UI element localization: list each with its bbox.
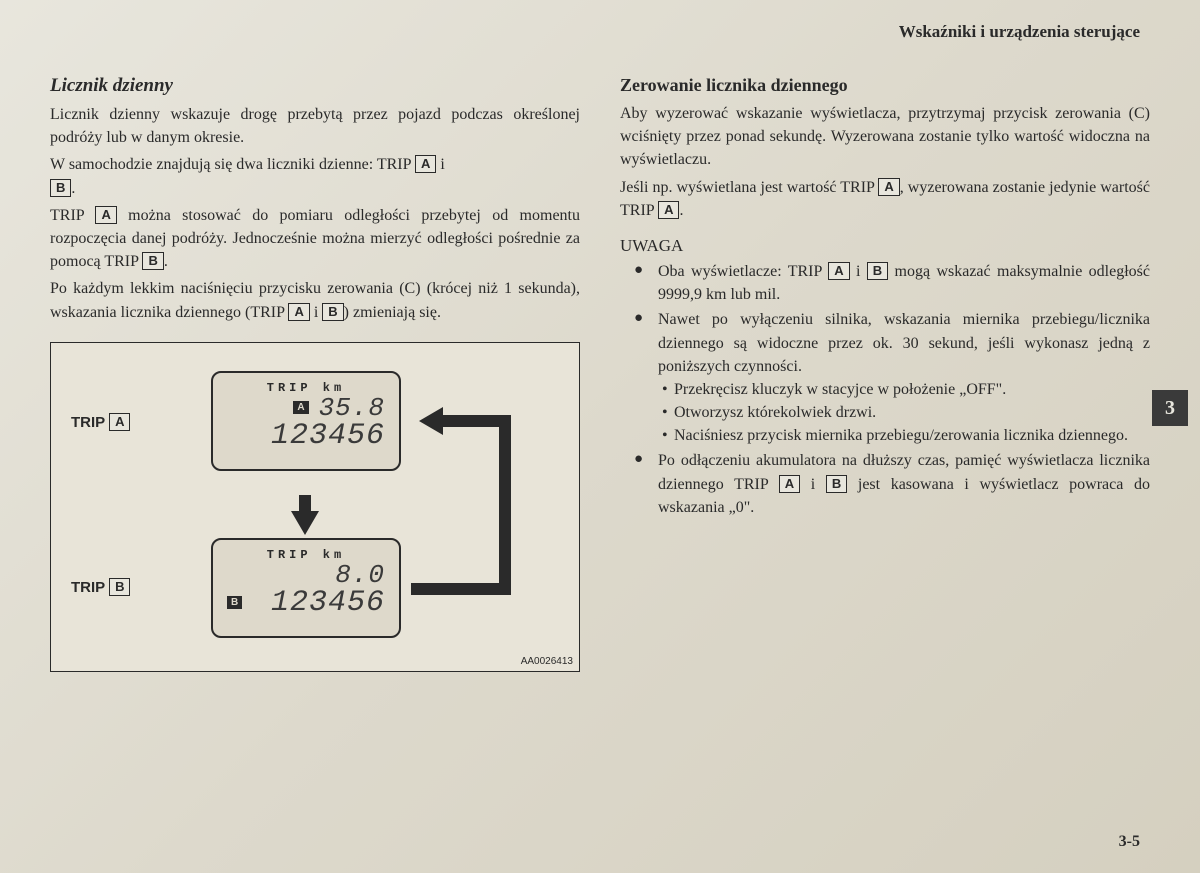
display-b-value: 8.0	[335, 562, 385, 588]
note-subitem: Naciśniesz przycisk miernika przebiegu/z…	[662, 424, 1150, 447]
text: ) zmieniają się.	[344, 304, 441, 321]
display-b: TRIP km 8.0 B 123456	[211, 538, 401, 638]
box-b: B	[826, 475, 847, 493]
left-p2: W samochodzie znajdują się dwa liczniki …	[50, 153, 580, 199]
box-b: B	[50, 179, 71, 197]
text: i	[310, 304, 322, 321]
right-p2: Jeśli np. wyświetlana jest wartość TRIP …	[620, 176, 1150, 222]
text: i	[850, 263, 867, 280]
arrow-down-icon	[291, 511, 319, 535]
box-a: A	[288, 303, 309, 321]
box-b: B	[142, 252, 163, 270]
box-a: A	[779, 475, 800, 493]
display-a-odo: 123456	[227, 421, 385, 451]
text: .	[679, 202, 683, 219]
box-a: A	[415, 155, 436, 173]
text: .	[164, 253, 168, 270]
chapter-tab: 3	[1152, 390, 1188, 426]
text: Nawet po wyłączeniu silnika, wskazania m…	[658, 311, 1150, 374]
box-a: A	[828, 262, 849, 280]
connector	[441, 415, 511, 427]
text: TRIP	[50, 207, 95, 224]
note-list: Oba wyświetlacze: TRIP A i B mogą wskaza…	[620, 260, 1150, 519]
connector	[411, 583, 511, 595]
left-title: Licznik dzienny	[50, 75, 580, 97]
display-a: TRIP km A 35.8 123456	[211, 371, 401, 471]
text: Oba wyświetlacze: TRIP	[658, 263, 828, 280]
text: TRIP	[71, 579, 105, 596]
page-header: Wskaźniki i urządzenia sterujące	[899, 22, 1140, 42]
right-p1: Aby wyzerować wskazanie wyświetlacza, pr…	[620, 102, 1150, 172]
text: Jeśli np. wyświetlana jest wartość TRIP	[620, 179, 878, 196]
connector	[499, 415, 511, 595]
text: i	[800, 476, 826, 493]
right-title: Zerowanie licznika dziennego	[620, 75, 1150, 96]
box-a: A	[658, 201, 679, 219]
left-p1: Licznik dzienny wskazuje drogę przebytą …	[50, 103, 580, 149]
box-a: A	[95, 206, 116, 224]
note-sublist: Przekręcisz kluczyk w stacyjce w położen…	[658, 378, 1150, 448]
display-a-row: A 35.8	[227, 395, 385, 421]
box-b: B	[109, 578, 130, 596]
display-a-value: 35.8	[319, 395, 385, 421]
diagram-label-a: TRIP A	[71, 413, 130, 431]
text: można stosować do pomiaru odległości prz…	[50, 207, 580, 270]
note-item: Nawet po wyłączeniu silnika, wskazania m…	[640, 308, 1150, 447]
left-p3: TRIP A można stosować do pomiaru odległo…	[50, 204, 580, 274]
display-b-letter: B	[227, 596, 242, 609]
page-content: Licznik dzienny Licznik dzienny wskazuje…	[0, 0, 1200, 702]
box-a: A	[109, 413, 130, 431]
text: .	[71, 180, 75, 197]
note-heading: UWAGA	[620, 236, 1150, 256]
left-p4: Po każdym lekkim naciśnięciu przycisku z…	[50, 277, 580, 323]
display-b-row: 8.0	[227, 562, 385, 588]
page-number: 3-5	[1119, 833, 1140, 851]
text: W samochodzie znajdują się dwa liczniki …	[50, 156, 415, 173]
display-a-letter: A	[293, 401, 308, 414]
arrow-left-icon	[419, 407, 443, 435]
box-b: B	[867, 262, 888, 280]
text: i	[436, 156, 444, 173]
trip-diagram: TRIP A TRIP B TRIP km A 35.8 123456 TRIP…	[50, 342, 580, 672]
box-b: B	[322, 303, 343, 321]
right-column: Zerowanie licznika dziennego Aby wyzerow…	[620, 30, 1150, 672]
note-subitem: Otworzysz którekolwiek drzwi.	[662, 401, 1150, 424]
note-item: Po odłączeniu akumulatora na dłuższy cza…	[640, 449, 1150, 519]
box-a: A	[878, 178, 899, 196]
left-column: Licznik dzienny Licznik dzienny wskazuje…	[50, 30, 580, 672]
display-b-odo: 123456	[271, 588, 385, 618]
note-subitem: Przekręcisz kluczyk w stacyjce w położen…	[662, 378, 1150, 401]
note-item: Oba wyświetlacze: TRIP A i B mogą wskaza…	[640, 260, 1150, 306]
text: TRIP	[71, 414, 105, 431]
diagram-id: AA0026413	[521, 656, 573, 667]
diagram-label-b: TRIP B	[71, 578, 130, 596]
